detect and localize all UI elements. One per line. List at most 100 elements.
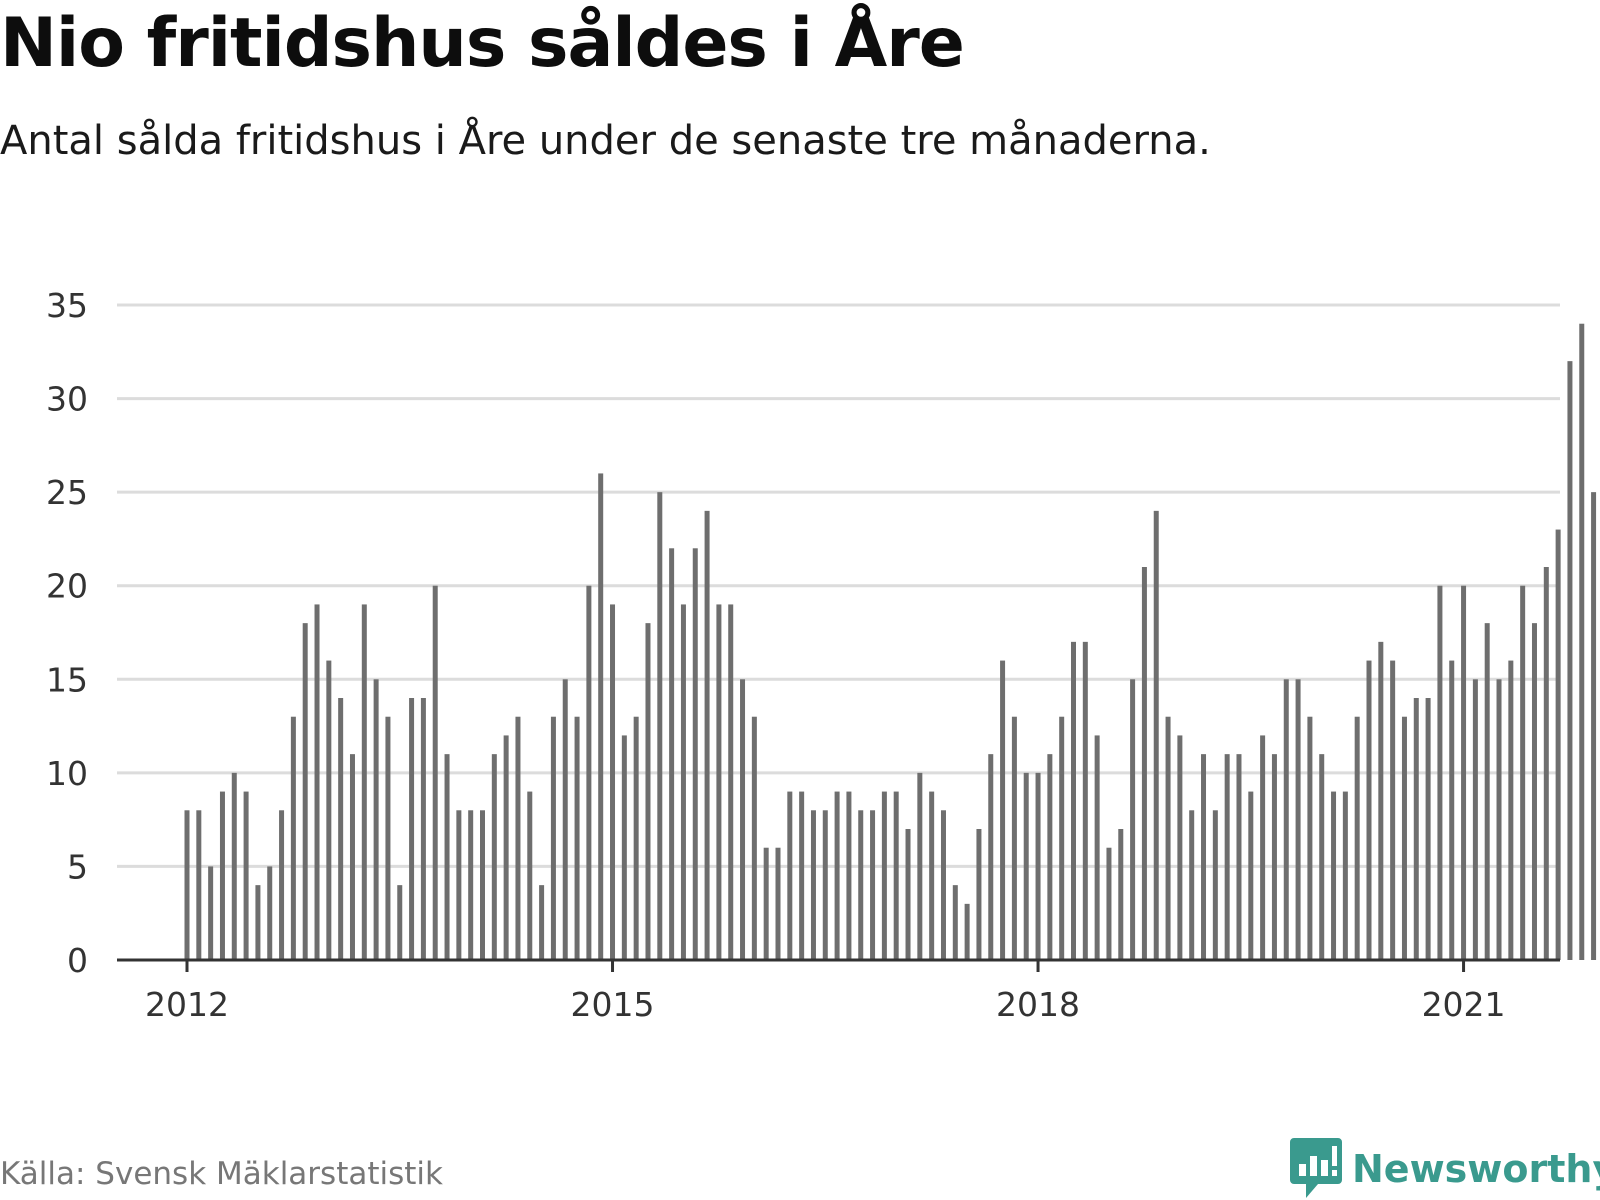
bar — [219, 791, 225, 960]
bar — [1461, 585, 1467, 960]
bar — [1000, 660, 1006, 960]
bar — [787, 791, 793, 960]
bar — [598, 473, 604, 960]
bar — [1555, 529, 1561, 960]
x-tick-label: 2012 — [145, 985, 229, 1024]
y-tick-label: 0 — [67, 941, 88, 980]
bar — [1141, 567, 1147, 960]
y-tick-label: 30 — [46, 380, 88, 419]
bar — [669, 548, 675, 960]
x-axis-ticks: 20122015201820212023 — [145, 960, 1506, 1024]
bar — [1260, 735, 1266, 960]
bar — [1508, 660, 1514, 960]
bar — [870, 810, 876, 960]
y-tick-label: 35 — [46, 286, 88, 325]
bar — [361, 604, 367, 960]
bar — [1307, 716, 1313, 960]
bar — [373, 679, 379, 960]
bar — [1378, 641, 1384, 960]
bar — [728, 604, 734, 960]
bar — [196, 810, 202, 960]
bar — [574, 716, 580, 960]
bar — [657, 492, 663, 960]
bar — [1118, 829, 1124, 960]
bar — [1366, 660, 1372, 960]
bar — [621, 735, 627, 960]
bar — [1413, 698, 1419, 960]
bar — [468, 810, 474, 960]
bar — [976, 829, 982, 960]
bar — [905, 829, 911, 960]
bar — [1472, 679, 1478, 960]
x-tick-label: 2021 — [1422, 985, 1506, 1024]
bar — [1236, 754, 1242, 960]
bar — [775, 847, 781, 960]
bar — [420, 698, 426, 960]
bar — [1283, 679, 1289, 960]
bar — [1390, 660, 1396, 960]
bar — [1567, 361, 1573, 961]
bar — [1579, 323, 1585, 960]
y-tick-label: 15 — [46, 660, 88, 699]
bar — [1201, 754, 1207, 960]
bar — [1520, 585, 1526, 960]
bar — [1425, 698, 1431, 960]
bar — [1047, 754, 1053, 960]
bar — [940, 810, 946, 960]
bar — [952, 885, 958, 960]
y-tick-label: 20 — [46, 567, 88, 606]
x-tick-label: 2015 — [571, 985, 655, 1024]
y-tick-label: 25 — [46, 473, 88, 512]
bar — [917, 772, 923, 960]
bar — [810, 810, 816, 960]
bar — [1130, 679, 1136, 960]
bar — [645, 623, 651, 960]
bar — [834, 791, 840, 960]
bar — [1071, 641, 1076, 960]
bar — [692, 548, 698, 960]
bar — [1484, 623, 1490, 960]
bar — [184, 810, 190, 960]
brand-logo[interactable]: Newsworthy — [1290, 1138, 1600, 1200]
bar — [243, 791, 249, 960]
y-tick-label: 10 — [46, 754, 88, 793]
bar — [929, 791, 935, 960]
bar — [456, 810, 462, 960]
bar — [1437, 585, 1443, 960]
bar — [858, 810, 864, 960]
bar — [1496, 679, 1502, 960]
bar — [290, 716, 296, 960]
bar — [633, 716, 639, 960]
bar — [302, 623, 308, 960]
bar — [1319, 754, 1325, 960]
bars — [184, 323, 1597, 961]
bar — [763, 847, 769, 960]
bar — [550, 716, 556, 960]
bar — [326, 660, 332, 960]
bar — [586, 585, 592, 960]
bar — [1331, 791, 1337, 960]
bar — [1543, 567, 1549, 960]
bar — [491, 754, 497, 960]
bar — [680, 604, 686, 960]
source-note: Källa: Svensk Mäklarstatistik — [0, 1156, 443, 1192]
bar — [349, 754, 355, 960]
bar — [610, 604, 616, 960]
chart-title: Nio fritidshus såldes i Åre — [0, 4, 965, 83]
bar — [1023, 772, 1029, 960]
bar — [527, 791, 533, 960]
bar — [1106, 847, 1112, 960]
bar — [444, 754, 450, 960]
bar — [539, 885, 545, 960]
bar — [279, 810, 285, 960]
bar — [1059, 716, 1065, 960]
bar — [881, 791, 887, 960]
bar — [893, 791, 899, 960]
bar — [1094, 735, 1100, 960]
bar — [1189, 810, 1195, 960]
bar — [988, 754, 994, 960]
brand-name: Newsworthy — [1352, 1147, 1600, 1191]
bar — [846, 791, 852, 960]
bar — [267, 866, 273, 960]
